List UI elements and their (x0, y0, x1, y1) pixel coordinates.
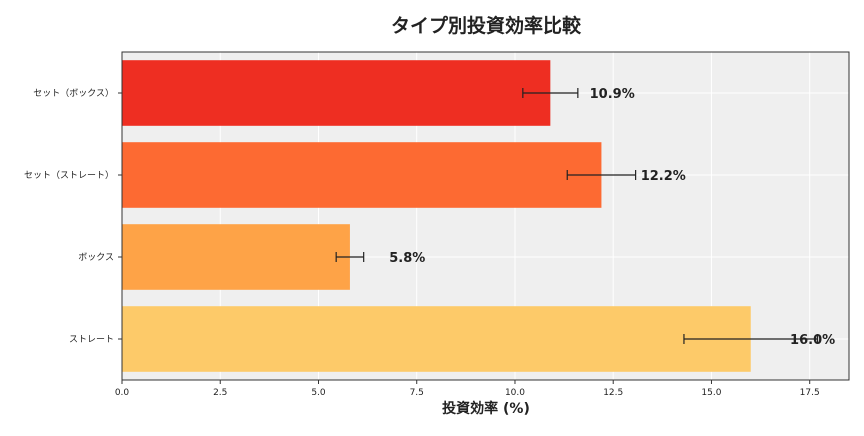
x-tick-label: 2.5 (213, 388, 227, 398)
x-tick-label: 0.0 (115, 388, 130, 398)
x-tick-label: 7.5 (410, 388, 424, 398)
x-tick-label: 10.0 (505, 388, 525, 398)
data-label: 10.9% (590, 87, 635, 102)
data-label: 12.2% (641, 169, 686, 184)
bar (122, 224, 350, 290)
x-tick-label: 15.0 (701, 388, 721, 398)
y-tick-label: ボックス (78, 252, 114, 263)
x-axis-label: 投資効率 (%) (442, 400, 530, 417)
bar (122, 60, 551, 126)
y-tick-label: ストレート (69, 335, 114, 345)
x-tick-label: 5.0 (311, 388, 326, 398)
bar (122, 306, 751, 372)
x-tick-label: 17.5 (800, 388, 820, 398)
y-tick-label: セット（ボックス） (33, 88, 114, 99)
plot-frame (121, 51, 850, 381)
chart-title: タイプ別投資効率比較 (391, 14, 582, 37)
data-label: 5.8% (389, 251, 425, 266)
bar (122, 142, 602, 208)
data-label: 16.0% (790, 333, 835, 348)
y-tick-label: セット（ストレート） (24, 170, 114, 181)
x-tick-label: 12.5 (603, 388, 623, 398)
